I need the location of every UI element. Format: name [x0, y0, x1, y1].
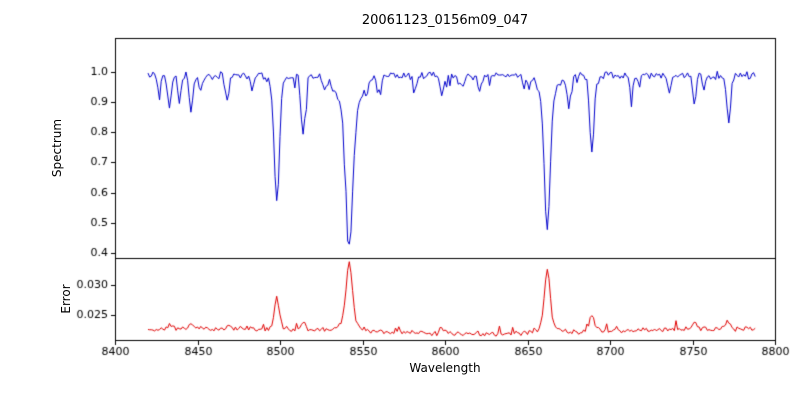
chart-title: 20061123_0156m09_047: [361, 13, 529, 28]
y-axis-label-error: Error: [59, 284, 73, 314]
x-axis-label: Wavelength: [409, 361, 481, 375]
y-axis-label-spectrum: Spectrum: [50, 118, 64, 178]
